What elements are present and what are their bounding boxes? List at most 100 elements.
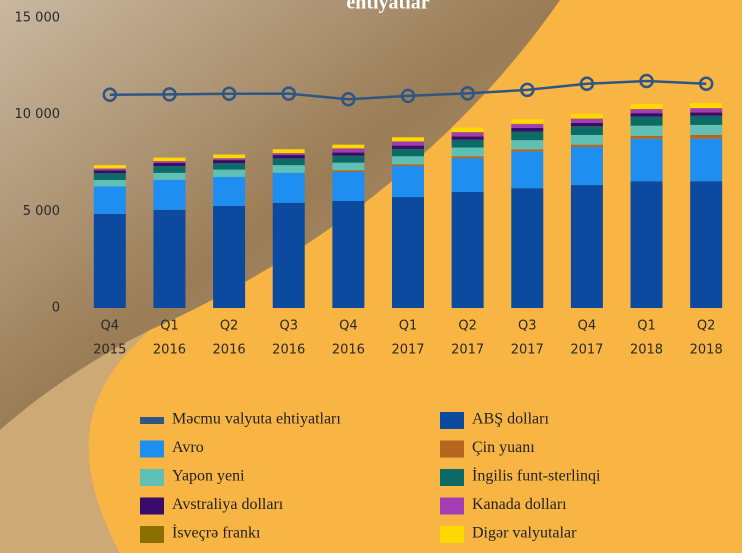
x-tick-label: 2016 [153,343,186,358]
legend-label: Avro [172,439,204,456]
bar-segment [332,148,365,153]
legend-swatch [440,526,464,543]
x-tick-label: 2016 [332,343,365,358]
bar-segment [332,144,365,149]
line-marker [281,86,296,101]
legend-swatch [440,497,464,515]
x-tick-label: Q1 [160,319,179,334]
bar-segment [93,180,126,187]
line-marker [162,87,177,102]
x-tick-label: Q3 [279,319,298,334]
bar-segment [153,172,186,180]
bar-segment [570,126,603,135]
bar-segment [570,134,603,145]
bar-segment [570,144,603,147]
bar-segment [630,135,663,139]
x-tick-label: Q4 [339,319,358,334]
line-marker [102,87,118,103]
bar-segment [690,134,723,139]
bar-segment [630,113,663,117]
x-tick-label: 2018 [690,343,723,358]
bar-segment [93,165,126,169]
legend-label: İsveçrə frankı [172,524,261,542]
bar-segment [630,138,663,182]
bar-segment [570,113,603,119]
bar-segment [213,169,246,177]
bar-segment [332,171,365,201]
bar-segment [153,163,186,167]
bar-segment [332,155,365,163]
legend-swatch [140,526,164,543]
bar-segment [392,145,424,149]
x-tick-label: Q4 [578,319,597,334]
bar-segment [213,163,246,170]
bar-segment [93,170,126,174]
bar-segment [630,103,663,109]
bar-segment [511,119,544,124]
bar-segment [332,200,365,308]
legend-label: ABŞ dolları [472,411,549,428]
x-tick-label: Q3 [518,319,537,334]
bar-segment [690,112,723,116]
legend-label: Çin yuanı [472,439,535,456]
bar-segment [332,162,365,171]
bar-segment [570,122,603,127]
line-marker [639,73,654,89]
bar-segment [451,147,484,157]
x-tick-label: 2015 [93,343,126,358]
x-tick-label: 2017 [511,343,544,358]
bar-segment [93,168,126,171]
line-marker [400,88,416,104]
legend-label: Yapon yeni [172,468,245,485]
legend-label: İngilis funt-sterlinqi [472,467,601,485]
bar-segment [451,192,484,308]
x-tick-label: 2016 [272,343,305,358]
line-marker [341,91,356,107]
x-tick-label: 2017 [451,343,484,358]
bar-segment [332,170,365,172]
bar-segment [153,157,186,162]
bar-segment [272,149,305,154]
bar-segment [272,155,305,159]
x-tick-label: Q2 [220,319,239,334]
bar-segment [451,139,484,148]
x-tick-label: Q2 [697,319,716,334]
bar-segment [93,173,126,181]
x-tick-label: 2017 [570,343,603,358]
bar-segment [451,156,484,159]
bar-segment [153,209,186,308]
bar-segment [153,179,186,210]
legend-label: Kanada dolları [472,496,567,513]
bar-segment [570,146,603,186]
line-marker [221,86,237,102]
bar-segment [451,158,484,192]
bar-segment [213,160,246,164]
x-tick-label: 2016 [213,343,246,358]
bar-segment [272,202,305,308]
legend-swatch [140,440,164,458]
bar-segment [451,136,484,140]
bar-segment [392,197,424,308]
bar-segment [511,151,544,189]
bar-segment [392,164,424,167]
x-tick-label: Q2 [458,319,477,334]
bar-segment [213,205,246,308]
bar-segment [272,172,305,203]
line-marker [579,76,595,91]
bar-segment [570,118,603,123]
bar-segment [511,149,544,152]
bar-segment [272,158,305,166]
bar-segment [511,131,544,141]
bar-segment [690,124,723,135]
bar-segment [213,176,246,206]
line-marker [520,82,535,98]
bar-segment [630,109,663,114]
bar-segment [451,132,484,137]
line-series [109,79,707,101]
bar-segment [332,152,365,156]
bar-segment [511,128,544,132]
x-tick-label: Q1 [399,319,418,334]
bar-segment [272,153,305,156]
x-tick-label: Q1 [637,319,656,334]
